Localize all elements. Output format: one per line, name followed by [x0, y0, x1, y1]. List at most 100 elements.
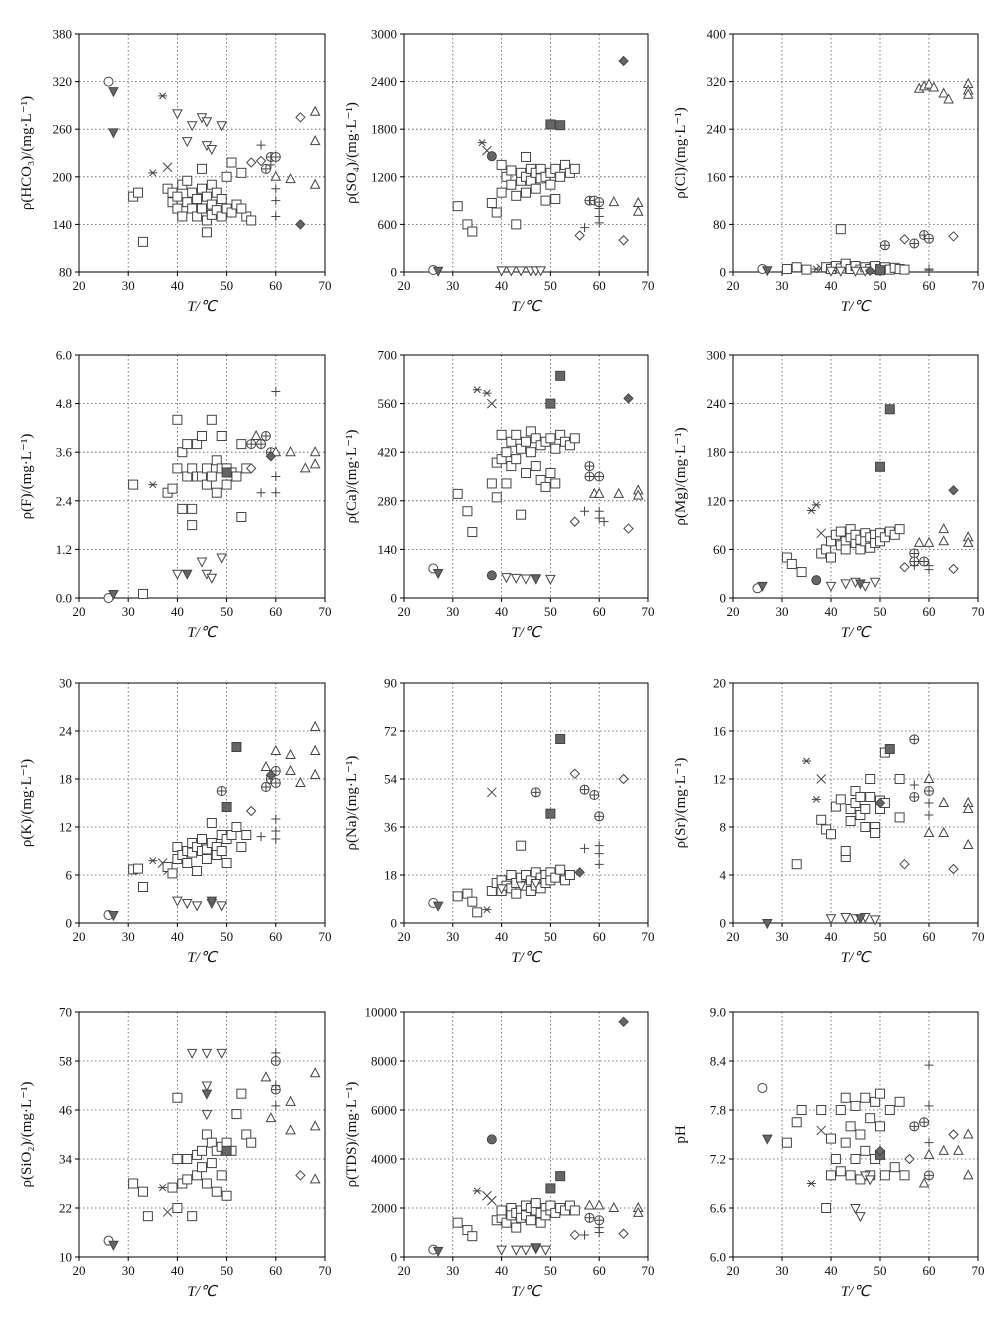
y-tick-label: 20 [713, 676, 726, 691]
data-points [761, 734, 974, 930]
y-tick-label: 0 [720, 916, 727, 931]
data-point-triangle [593, 1199, 605, 1210]
data-point-triangle [962, 838, 974, 849]
data-point-diamond [899, 562, 910, 573]
data-point-tri-down [186, 121, 198, 132]
data-point-plus [594, 859, 604, 869]
data-points [428, 1016, 644, 1257]
y-tick-label: 6.6 [710, 1201, 727, 1216]
y-tick-label: 30 [59, 676, 72, 691]
data-point-circle-plus [256, 439, 267, 450]
data-point-triangle [938, 826, 950, 837]
data-point-plus [924, 810, 934, 820]
data-point-square [889, 1162, 900, 1173]
data-point-plus [924, 265, 934, 275]
data-point-square [221, 479, 232, 490]
data-point-x [486, 1195, 497, 1206]
data-point-square [826, 1170, 836, 1181]
x-tick-label: 30 [122, 278, 135, 293]
data-point-square [501, 447, 512, 458]
x-tick-label: 40 [171, 1263, 184, 1278]
data-point-asterisk [158, 1184, 168, 1192]
data-point-diamond [574, 230, 585, 241]
chart-ph: 20 30 40 50 60 70 6.0 6.6 7.2 7.8 8.4 9.0 T/℃ pH [673, 1005, 985, 1301]
x-tick-label: 50 [220, 604, 233, 619]
x-tick-label: 60 [593, 604, 606, 619]
x-tick-label: 30 [776, 1263, 789, 1278]
y-tick-label: 140 [378, 542, 398, 557]
data-point-square [206, 1158, 217, 1169]
data-point-diamond [899, 858, 910, 870]
data-point-plus [256, 488, 266, 498]
chart-mg: 20 30 40 50 60 70 0 60 120 180 240 300 T/℃ ρ(Mg)/(mg·… [673, 348, 985, 642]
x-tick-label: 50 [544, 604, 557, 619]
data-point-triangle [270, 744, 282, 755]
data-point-plus [271, 184, 281, 194]
y-tick-label: 3.6 [56, 445, 73, 460]
y-tick-label: 12 [59, 820, 72, 835]
data-point-tri-down [216, 901, 228, 912]
x-tick-label: 30 [446, 929, 459, 944]
y-tick-label: 12 [713, 772, 726, 787]
data-point-square [835, 1166, 846, 1177]
x-tick-label: 70 [642, 604, 655, 619]
data-point-x [162, 1207, 173, 1217]
data-point-square [821, 1203, 832, 1213]
data-point-asterisk [482, 906, 492, 914]
data-point-square [845, 816, 856, 826]
data-point-square [133, 187, 144, 198]
data-point-square [894, 774, 905, 784]
data-points [103, 720, 321, 922]
data-point-square [221, 1190, 232, 1201]
y-tick-label: 34 [59, 1152, 73, 1167]
y-tick-label: 72 [384, 724, 397, 739]
y-tick-label: 700 [378, 348, 398, 363]
data-point-triangle [918, 1177, 930, 1188]
data-point-square [486, 478, 497, 489]
data-point-asterisk [472, 1187, 482, 1195]
x-axis-label: T/℃ [187, 1284, 219, 1300]
data-point-plus [580, 223, 590, 233]
y-tick-label: 8.4 [710, 1054, 727, 1069]
data-point-tri-down [510, 1245, 522, 1256]
data-point-square [133, 863, 144, 874]
data-point-x [486, 398, 497, 409]
data-point-tri-down-filled [530, 574, 542, 585]
data-point-square [860, 822, 871, 832]
data-point-plus [594, 204, 604, 214]
y-tick-label: 54 [384, 772, 398, 787]
data-point-square [870, 828, 881, 838]
data-point-tri-down-filled [108, 911, 119, 922]
data-point-square [521, 468, 531, 479]
data-point-diamond [948, 1129, 959, 1140]
x-tick-label: 20 [727, 604, 740, 619]
data-point-circle-plus [909, 238, 920, 249]
data-point-square [564, 870, 575, 880]
data-point-plus [909, 561, 919, 571]
data-point-asterisk [148, 857, 158, 865]
data-point-tri-down-filled [855, 579, 866, 590]
data-point-square [516, 509, 527, 520]
data-point-asterisk [806, 1179, 816, 1188]
data-point-square [137, 882, 148, 892]
data-point-circle-plus [594, 1215, 605, 1226]
plot-frame [78, 682, 326, 924]
data-point-square [550, 478, 561, 489]
data-point-plus [256, 140, 266, 150]
data-point-square [197, 1145, 207, 1156]
y-tick-label: 0 [391, 265, 398, 280]
data-point-circle-filled [486, 570, 497, 581]
x-tick-label: 50 [874, 278, 887, 293]
data-point-square [899, 264, 910, 275]
data-point-plus [266, 160, 276, 170]
data-point-square [467, 896, 478, 907]
data-point-square [796, 567, 807, 578]
data-point-square-filled [545, 119, 556, 130]
x-tick-label: 30 [446, 1263, 459, 1278]
data-point-circle-plus [594, 197, 605, 208]
x-tick-label: 50 [220, 1263, 233, 1278]
data-point-square [781, 1137, 792, 1148]
data-point-tri-down-filled [206, 896, 218, 907]
x-axis-label: T/℃ [841, 625, 873, 641]
y-tick-label: 1.2 [56, 542, 72, 557]
